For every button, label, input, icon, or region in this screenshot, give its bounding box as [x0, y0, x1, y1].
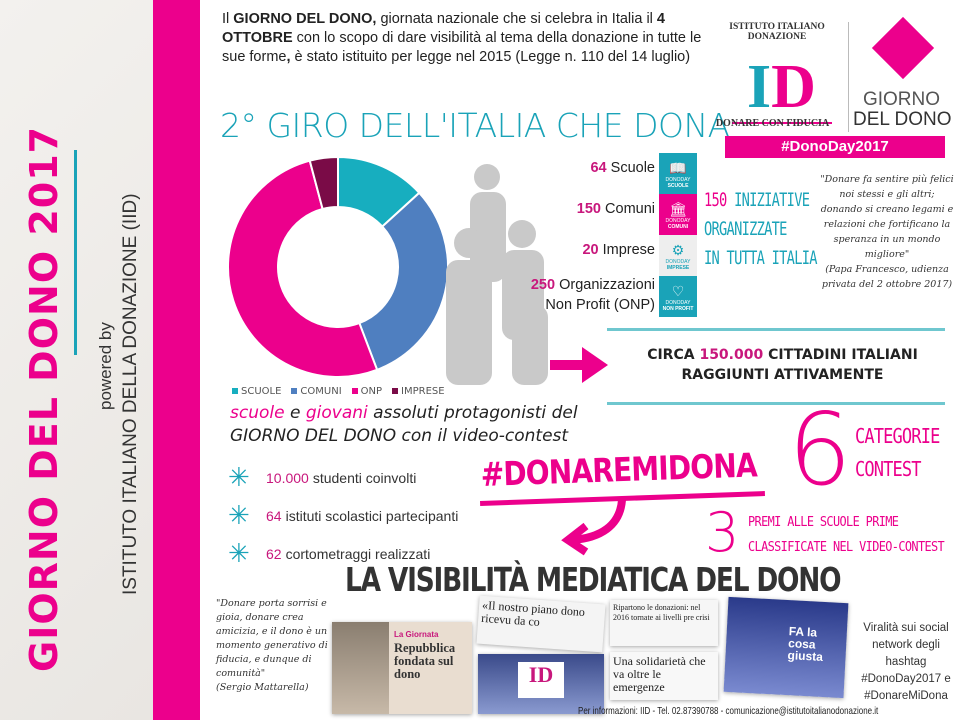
heart-icon: ♡ [671, 283, 685, 299]
people-illustration [440, 160, 570, 390]
asterisk-icon: ✳ [228, 538, 250, 568]
book-icon: 📖 [669, 160, 687, 176]
legend-swatch [392, 388, 399, 394]
legend-label: COMUNI [300, 386, 342, 397]
press-clipping: Ripartono le donazioni: nel 2016 tornate… [610, 600, 718, 646]
legend-item: ONP [351, 386, 383, 397]
chart-legend: SCUOLE COMUNI ONP IMPRESE [232, 386, 445, 397]
building-icon: 🏛 [669, 201, 687, 217]
categories-count: 6 [788, 391, 852, 508]
donut-slice-imprese [308, 155, 339, 211]
gears-icon: ⚙ [671, 242, 685, 258]
divider [607, 328, 945, 331]
intro-paragraph: Il GIORNO DEL DONO, giornata nazionale c… [222, 11, 702, 65]
logo-underline [732, 122, 832, 124]
quote-papa: "Donare fa sentire più felici noi stessi… [820, 174, 954, 290]
tile-scuole: 📖 DONODAY SCUOLE [659, 153, 697, 194]
social-virality-text: Viralità sui social network degli hashta… [861, 622, 951, 702]
press-clipping: Una solidarietà che va oltre le emergenz… [610, 652, 718, 700]
tile-non-profit: ♡ DONODAY NON PROFIT [659, 276, 697, 317]
donut-slice-onp [227, 159, 379, 378]
iid-logo: ISTITUTO ITALIANO DONAZIONE ID [717, 22, 837, 132]
tv-screenshot: FA la cosa giusta [723, 596, 849, 699]
logo-letters: ID [747, 53, 816, 121]
donut-slice-comuni [358, 191, 449, 372]
asterisk-icon: ✳ [228, 500, 250, 530]
legend-swatch [291, 388, 298, 394]
stat-scuole: 64 Scuole [590, 160, 655, 176]
legend-item: SCUOLE [232, 386, 281, 397]
media-heading: LA VISIBILITÀ MEDIATICA DEL DONO [345, 560, 842, 599]
legend-item: IMPRESE [392, 386, 445, 397]
divider [607, 402, 945, 405]
prizes-count: 3 [705, 501, 740, 564]
tv-screenshot: ID [478, 654, 604, 714]
arrow-right-icon [550, 347, 608, 383]
logo: ISTITUTO ITALIANO DONAZIONE ID DONARE CO… [705, 12, 952, 158]
stat-imprese: 20 Imprese [582, 242, 655, 258]
event-title: GIORNO DEL DONO 2017 [22, 125, 66, 672]
legend-swatch [232, 388, 238, 394]
iid-sign: ID [518, 662, 564, 698]
iniziative-text: 150 INIZIATIVE ORGANIZZATE IN TUTTA ITALIA [704, 189, 817, 269]
sidebar-background [0, 0, 153, 720]
bullet-item: ✳ 64 istituti scolastici partecipanti [228, 500, 459, 530]
hashtag-banner: #DonoDay2017 [725, 136, 945, 158]
tile-imprese: ⚙ DONODAY IMPRESE [659, 235, 697, 276]
gdd-logo-text: GIORNO DEL DONO [853, 89, 952, 130]
divider [74, 150, 77, 355]
logo-arc-text: ISTITUTO ITALIANO DONAZIONE [729, 22, 825, 42]
curved-arrow-icon [561, 499, 626, 556]
schools-heading: scuole e giovani assoluti protagonisti d… [230, 403, 578, 446]
legend-label: IMPRESE [401, 386, 445, 397]
diamond-icon [871, 16, 935, 80]
legend-label: ONP [360, 386, 383, 397]
contact-footer: Per informazioni: IID - Tel. 02.87390788… [578, 705, 879, 717]
bullet-item: ✳ 10.000 studenti coinvolti [228, 462, 417, 492]
tile-comuni: 🏛 DONODAY COMUNI [659, 194, 697, 235]
legend-swatch [351, 388, 358, 394]
donut-chart [227, 155, 449, 378]
logo-divider [848, 22, 849, 132]
prizes-label: PREMI ALLE SCUOLE PRIME CLASSIFICATE NEL … [748, 514, 945, 555]
asterisk-icon: ✳ [228, 462, 250, 492]
organization-name: ISTITUTO ITALIANO DELLA DONAZIONE (IID) [120, 193, 141, 595]
legend-item: COMUNI [291, 386, 342, 397]
bullet-item: ✳ 62 cortometraggi realizzati [228, 538, 431, 568]
stat-comuni: 150 Comuni [576, 201, 655, 217]
stat-onp: 250 Organizzazioni Non Profit (ONP) [530, 277, 655, 313]
section-heading: 2° GIRO DELL'ITALIA CHE DONA [220, 106, 730, 145]
contest-hashtag: #DONAREMIDONA [480, 445, 758, 494]
categories-label: CATEGORIE CONTEST [855, 424, 940, 481]
pink-bar [153, 0, 200, 720]
powered-by-label: powered by [96, 322, 115, 410]
category-tiles: 📖 DONODAY SCUOLE 🏛 DONODAY COMUNI ⚙ DONODAY IM… [659, 153, 697, 317]
press-clipping: «Il nostro piano dono ricevu da co [476, 595, 606, 653]
photo [332, 622, 389, 714]
legend-label: SCUOLE [241, 386, 282, 397]
press-clipping: La Giornata Repubblica fondata sul dono [332, 622, 472, 714]
quote-mattarella: "Donare porta sorrisi e gioia, donare cr… [216, 598, 328, 693]
logo-tagline: DONARE CON FIDUCIA [715, 118, 830, 129]
reach-text: CIRCA 150.000 CITTADINI ITALIANI RAGGIUNT… [647, 347, 918, 383]
